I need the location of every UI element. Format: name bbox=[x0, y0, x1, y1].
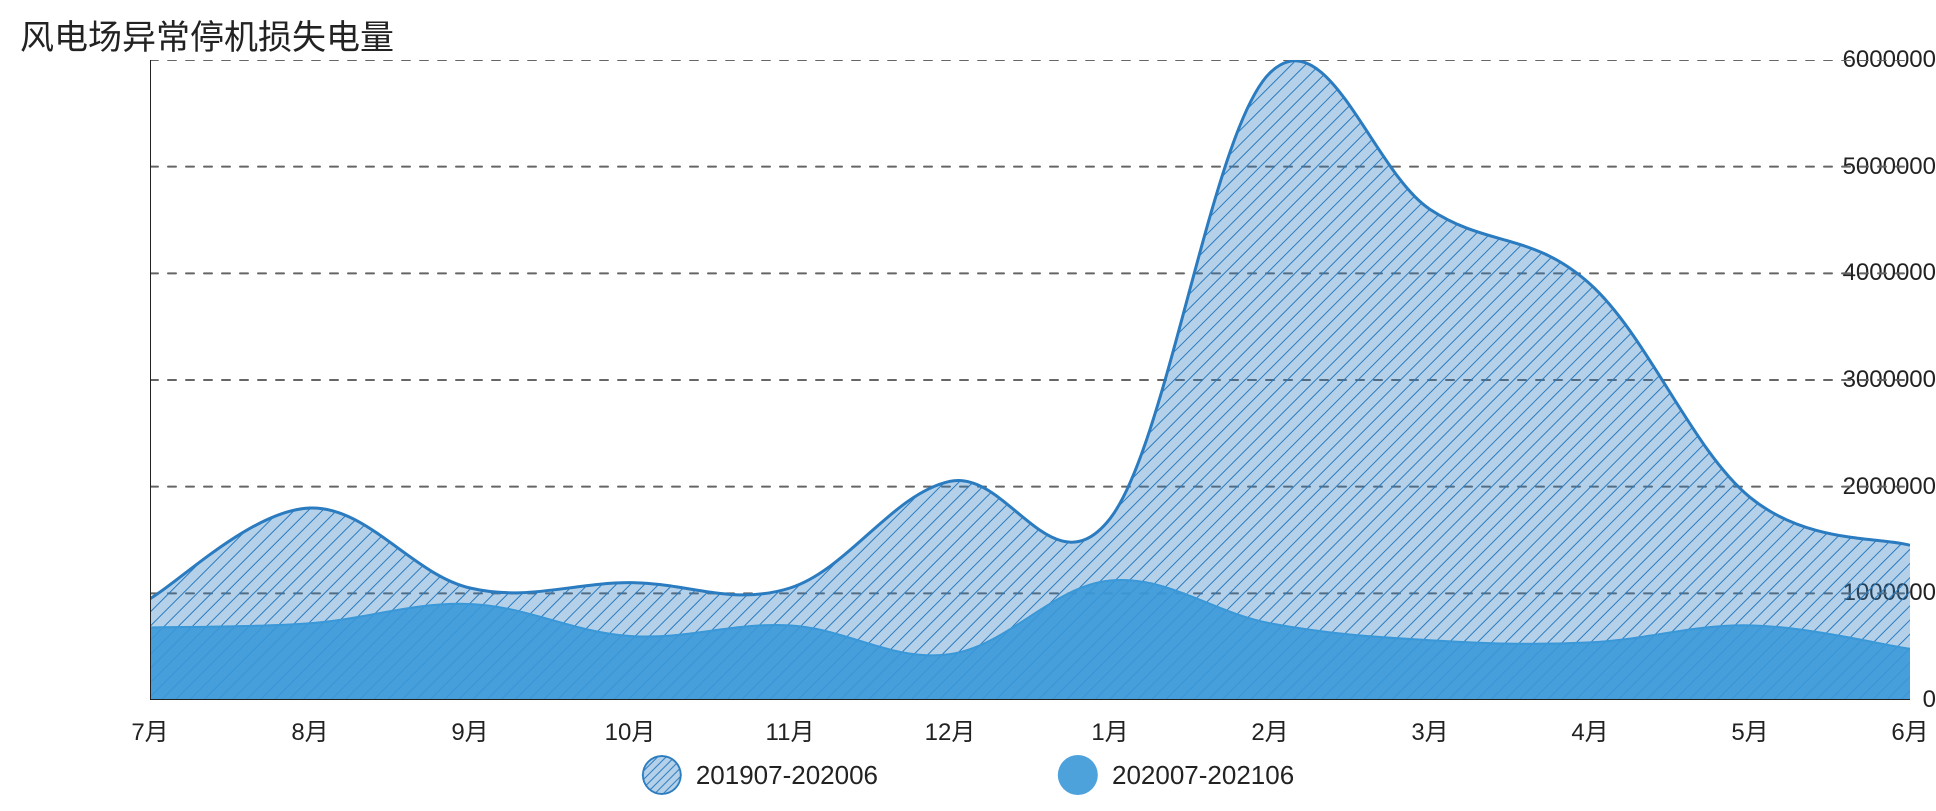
x-tick-label: 1月 bbox=[1091, 712, 1128, 747]
x-tick-label: 8月 bbox=[291, 712, 328, 747]
x-tick-label: 6月 bbox=[1891, 712, 1928, 747]
x-tick-label: 5月 bbox=[1731, 712, 1768, 747]
plot-area bbox=[150, 60, 1910, 700]
area-chart-svg bbox=[150, 60, 1910, 700]
legend-swatch-solid-icon bbox=[1058, 755, 1098, 795]
x-tick-label: 11月 bbox=[766, 712, 815, 747]
legend-label-1: 202007-202106 bbox=[1112, 760, 1294, 791]
legend-item-1: 202007-202106 bbox=[1058, 755, 1294, 795]
legend-item-0: 201907-202006 bbox=[642, 755, 878, 795]
legend: 201907-202006 202007-202106 bbox=[642, 755, 1294, 795]
x-tick-label: 10月 bbox=[605, 712, 656, 747]
legend-swatch-hatched-icon bbox=[642, 755, 682, 795]
legend-label-0: 201907-202006 bbox=[696, 760, 878, 791]
x-tick-label: 2月 bbox=[1251, 712, 1288, 747]
x-tick-label: 12月 bbox=[925, 712, 976, 747]
x-tick-label: 7月 bbox=[131, 712, 168, 747]
x-tick-label: 4月 bbox=[1571, 712, 1608, 747]
chart-title: 风电场异常停机损失电量 bbox=[20, 10, 394, 59]
chart-container: 风电场异常停机损失电量 0100000020000003000000400000… bbox=[0, 0, 1936, 811]
x-tick-label: 3月 bbox=[1411, 712, 1448, 747]
x-tick-label: 9月 bbox=[451, 712, 488, 747]
